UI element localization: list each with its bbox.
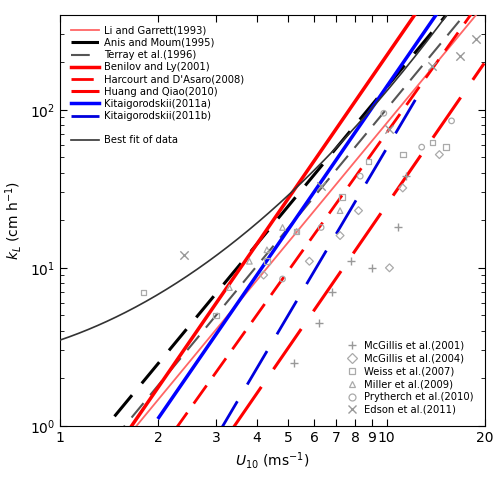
Point: [246, 257, 254, 265]
Point: [356, 172, 364, 180]
Point: [278, 224, 286, 231]
Point: [290, 359, 298, 367]
Point: [336, 232, 344, 240]
Point: [448, 117, 456, 125]
Point: [386, 125, 394, 133]
Point: [292, 227, 300, 235]
Point: [380, 109, 388, 117]
X-axis label: $U_{10}$ (ms$^{-1}$): $U_{10}$ (ms$^{-1}$): [235, 450, 310, 471]
Point: [436, 151, 444, 158]
Point: [394, 224, 402, 231]
Point: [317, 224, 325, 231]
Point: [398, 184, 406, 192]
Point: [398, 151, 406, 158]
Point: [354, 207, 362, 214]
Point: [338, 193, 346, 201]
Point: [418, 143, 426, 151]
Point: [368, 264, 376, 272]
Point: [328, 288, 336, 296]
Point: [402, 172, 410, 180]
Point: [140, 288, 147, 296]
Point: [212, 312, 220, 319]
Point: [428, 138, 436, 146]
Point: [428, 62, 436, 70]
Point: [386, 264, 394, 272]
Point: [348, 257, 356, 265]
Point: [226, 284, 234, 291]
Point: [260, 271, 268, 279]
Point: [364, 158, 372, 166]
Point: [336, 207, 344, 214]
Legend: McGillis et al.(2001), McGillis et al.(2004), Weiss et al.(2007), Miller et al.(: McGillis et al.(2001), McGillis et al.(2…: [342, 339, 476, 417]
Point: [306, 257, 314, 265]
Point: [315, 319, 323, 327]
Point: [278, 275, 286, 283]
Point: [263, 246, 271, 254]
Point: [180, 251, 188, 259]
Point: [263, 257, 271, 265]
Y-axis label: $k_L$ (cm h$^{-1}$): $k_L$ (cm h$^{-1}$): [4, 181, 24, 260]
Point: [317, 182, 325, 190]
Point: [456, 52, 464, 60]
Point: [292, 227, 300, 235]
Point: [442, 143, 450, 151]
Point: [472, 35, 480, 43]
